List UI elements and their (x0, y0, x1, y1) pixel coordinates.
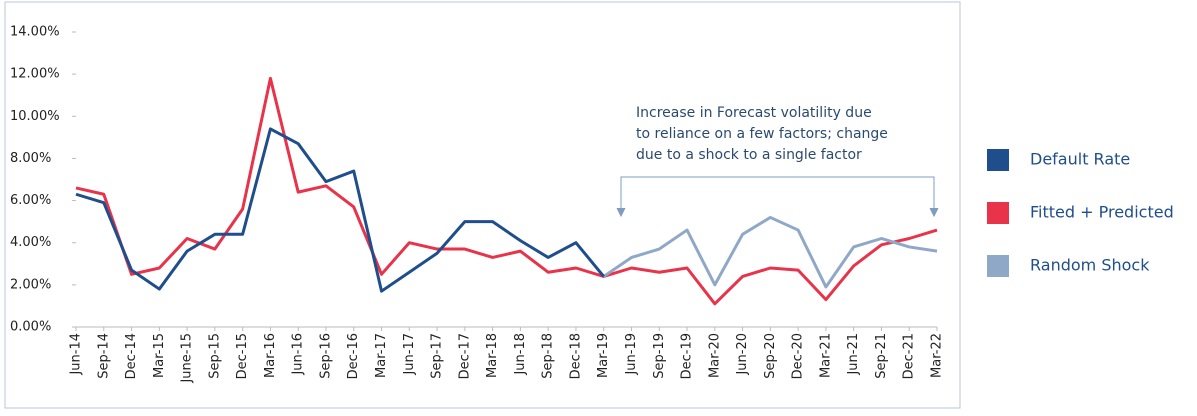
legend-label: Default Rate (1030, 150, 1130, 169)
y-tick-label: 12.00% (10, 67, 60, 82)
series-line (75, 76, 938, 306)
x-tick-label: Dec-14 (124, 333, 139, 379)
legend-label: Fitted + Predicted (1030, 203, 1174, 222)
x-tick-label: Mar-18 (485, 333, 500, 378)
x-tick-label: Mar-17 (374, 333, 389, 378)
x-tick-label: Dec-20 (791, 333, 806, 379)
y-tick-label: 0.00% (10, 320, 51, 335)
x-tick-label: Sep-18 (541, 333, 556, 379)
x-tick-label: Mar-20 (707, 333, 722, 378)
chart-frame (4, 1, 961, 409)
x-tick-label: Sep-16 (318, 333, 333, 379)
x-tick-label: Sep-17 (430, 333, 445, 379)
x-tick-label: Sep-19 (652, 333, 667, 379)
y-tick-label: 4.00% (10, 235, 51, 250)
series-line (602, 215, 938, 289)
x-tick-label: Dec-15 (235, 333, 250, 379)
x-tick-label: Dec-16 (346, 333, 361, 379)
x-tick-label: Sep-21 (874, 333, 889, 379)
x-tick-label: Mar-16 (263, 333, 278, 378)
x-tick-label: Jun-16 (291, 333, 306, 376)
x-tick-label: Jun-21 (846, 333, 861, 376)
x-tick-label: Sep-15 (207, 333, 222, 379)
y-tick-label: 2.00% (10, 277, 51, 292)
y-tick-label: 6.00% (10, 193, 51, 208)
annotation: due to a shock to a single factor (636, 147, 862, 163)
x-tick-label: Dec-17 (457, 333, 472, 379)
x-tick-label: Jun-19 (624, 333, 639, 376)
series-line (75, 127, 605, 293)
x-tick-label: June-15 (180, 333, 195, 384)
x-tick-label: Mar-22 (930, 333, 945, 378)
x-tick-label: Dec-19 (680, 333, 695, 379)
legend-label: Random Shock (1030, 256, 1150, 275)
y-tick-label: 14.00% (10, 25, 60, 40)
legend-swatch (987, 255, 1009, 277)
x-tick-label: Dec-21 (902, 333, 917, 379)
x-tick-label: Jun-20 (735, 333, 750, 376)
legend-swatch (987, 202, 1009, 224)
x-tick-label: Mar-19 (596, 333, 611, 378)
y-tick-label: 10.00% (10, 109, 60, 124)
x-tick-label: Jun-18 (513, 333, 528, 376)
x-tick-label: Jun-14 (69, 333, 84, 376)
annotation: to reliance on a few factors; change (636, 126, 888, 142)
x-tick-label: Mar-21 (818, 333, 833, 378)
x-tick-label: Sep-14 (96, 333, 111, 379)
x-tick-label: Dec-18 (568, 333, 583, 379)
y-tick-label: 8.00% (10, 151, 51, 166)
x-tick-label: Jun-17 (402, 333, 417, 376)
x-tick-label: Mar-15 (152, 333, 167, 378)
annotation-bracket (616, 176, 939, 218)
legend-swatch (987, 149, 1009, 171)
x-tick-label: Sep-20 (763, 333, 778, 379)
annotation: Increase in Forecast volatility due (636, 105, 872, 121)
